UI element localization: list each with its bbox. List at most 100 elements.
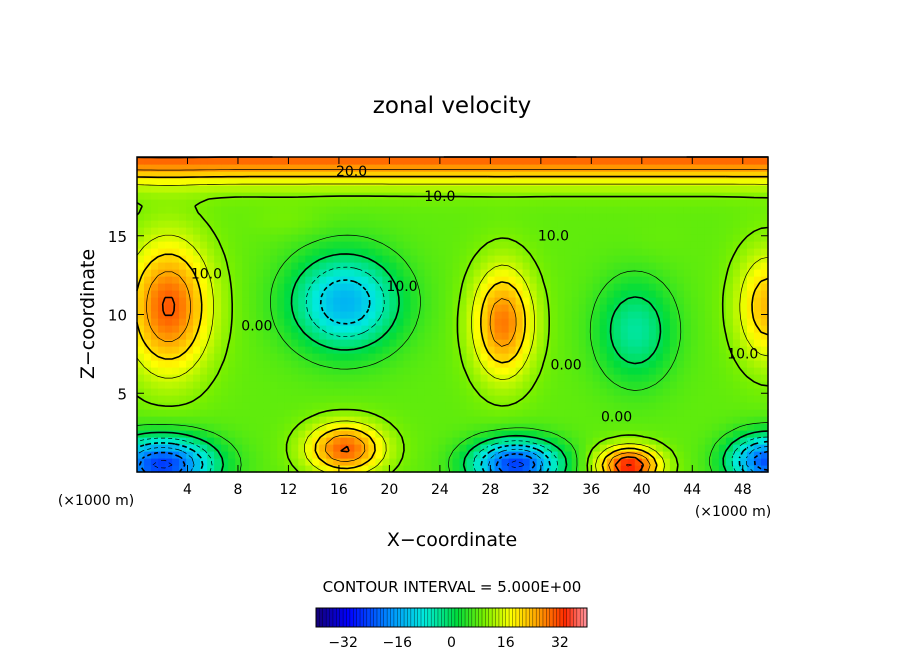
field-cell [137,346,145,354]
field-cell [599,388,608,396]
field-cell [662,164,671,172]
field-cell [543,206,552,214]
field-cell [487,381,496,389]
field-cell [256,360,264,368]
field-cell [515,227,524,235]
field-cell [676,339,685,347]
field-cell [368,297,376,305]
field-cell [410,416,419,424]
field-cell [522,458,531,466]
field-cell [550,409,559,417]
field-cell [529,283,538,291]
field-cell [466,248,475,256]
field-cell [242,262,250,270]
field-cell [606,416,615,424]
field-cell [697,332,706,340]
field-cell [277,430,285,438]
field-cell [200,318,208,326]
field-cell [501,192,510,200]
field-cell [347,451,355,459]
field-cell [368,199,376,207]
field-cell [557,269,566,277]
field-cell [585,290,594,298]
field-cell [676,283,685,291]
field-cell [718,451,727,459]
field-cell [697,255,706,263]
field-cell [620,318,629,326]
field-cell [179,227,187,235]
field-cell [263,325,271,333]
field-cell [697,241,706,249]
field-cell [186,388,194,396]
field-cell [760,255,769,263]
field-cell [578,318,587,326]
field-cell [620,304,629,312]
field-cell [480,171,489,179]
field-cell [193,220,201,228]
field-cell [298,339,306,347]
field-cell [620,262,629,270]
field-cell [354,213,362,221]
field-cell [592,290,601,298]
field-cell [417,157,426,165]
field-cell [529,290,538,298]
field-cell [284,220,292,228]
field-cell [697,437,706,445]
field-cell [333,444,341,452]
x-axis-units: (×1000 m) [695,504,771,520]
field-cell [515,416,524,424]
field-cell [361,318,369,326]
field-cell [480,262,489,270]
colorbar-swatch [536,608,540,627]
field-cell [347,178,355,186]
field-cell [417,458,426,466]
field-cell [305,437,313,445]
colorbar-swatch [498,608,503,627]
field-cell [585,248,594,256]
field-cell [508,164,517,172]
field-cell [186,213,194,221]
field-cell [277,213,285,221]
field-cell [151,381,159,389]
field-cell [466,332,475,340]
field-cell [333,283,341,291]
field-cell [655,227,664,235]
field-cell [557,423,566,431]
field-cell [480,374,489,382]
field-cell [172,241,180,249]
field-cell [396,437,405,445]
field-cell [214,409,222,417]
field-cell [207,234,215,242]
field-cell [571,157,580,165]
field-cell [760,241,769,249]
field-cell [704,206,713,214]
field-cell [319,262,327,270]
field-cell [424,178,433,186]
field-cell [228,339,236,347]
field-cell [396,248,405,256]
field-cell [284,164,292,172]
field-cell [144,388,152,396]
field-cell [424,402,433,410]
field-cell [627,199,636,207]
field-cell [466,465,475,473]
field-cell [165,325,173,333]
field-cell [704,444,713,452]
field-cell [592,227,601,235]
field-cell [606,206,615,214]
field-cell [193,346,201,354]
field-cell [641,402,650,410]
field-cell [291,262,299,270]
field-cell [585,283,594,291]
field-cell [515,381,524,389]
field-cell [501,318,510,326]
field-cell [298,178,306,186]
field-cell [746,248,755,256]
field-cell [760,451,769,459]
field-cell [340,325,348,333]
field-cell [186,283,194,291]
field-cell [676,430,685,438]
field-cell [221,227,229,235]
field-cell [319,374,327,382]
field-cell [151,437,159,445]
